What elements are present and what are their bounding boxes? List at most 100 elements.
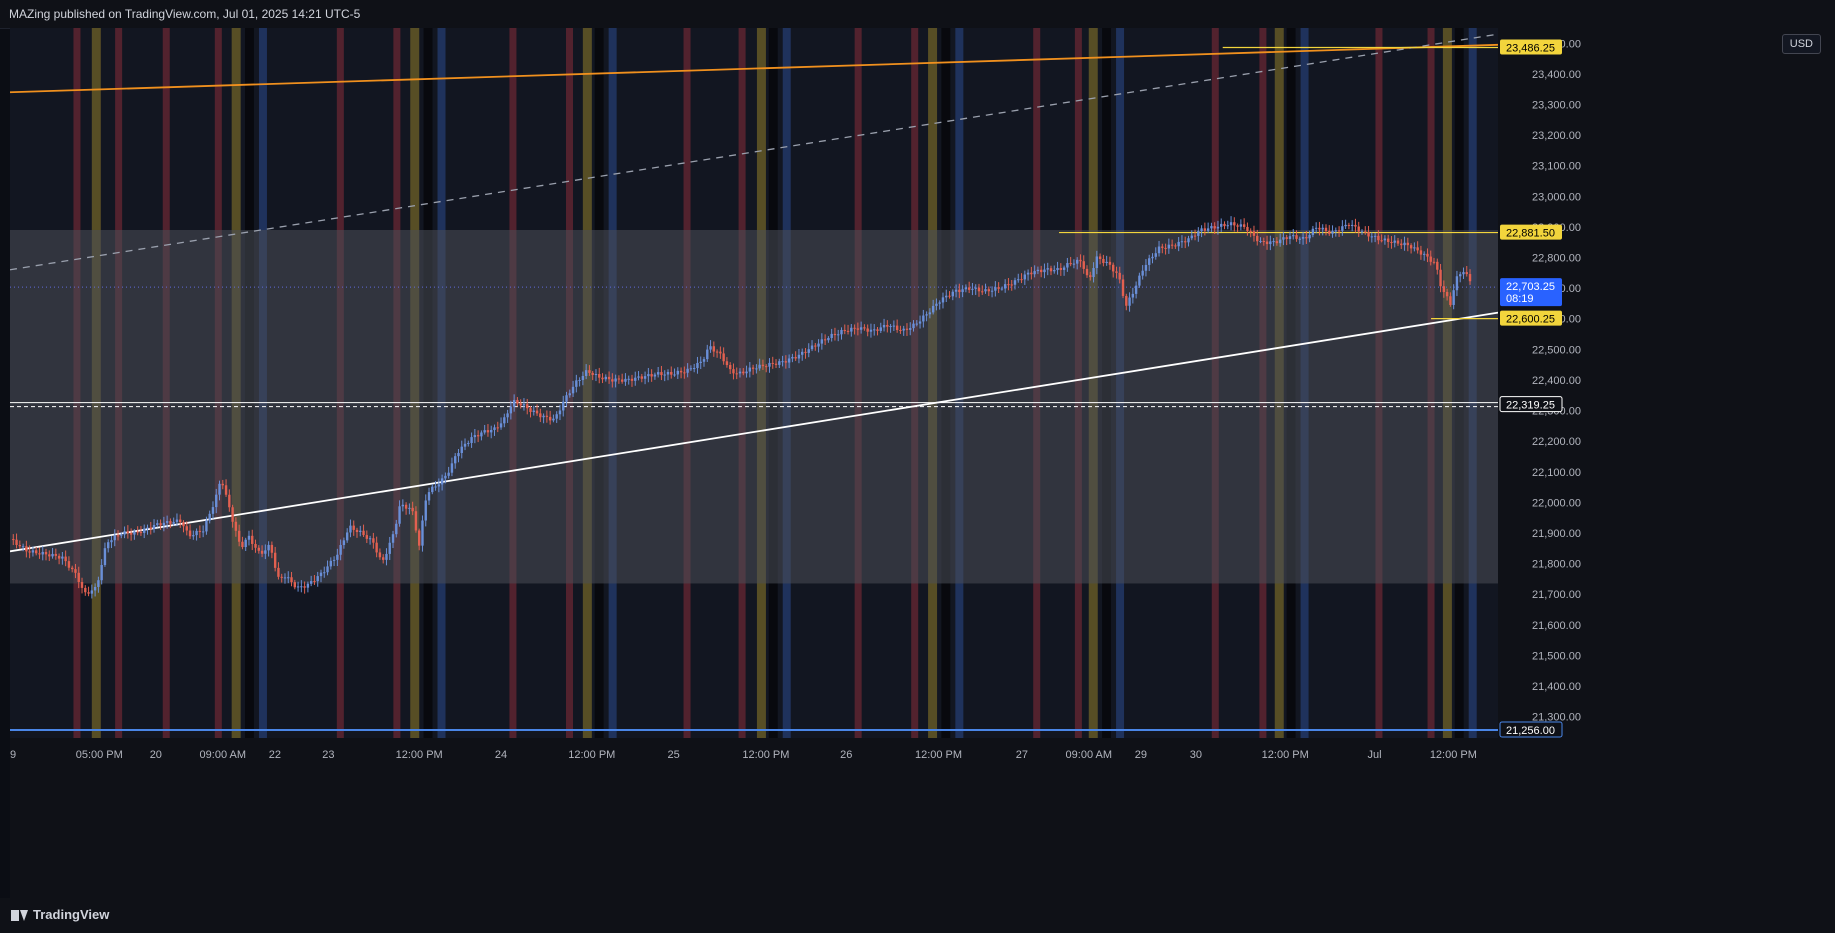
candle-body xyxy=(1432,261,1436,263)
candle-body xyxy=(958,289,961,293)
price-tick-label: 22,500.00 xyxy=(1532,344,1581,356)
candle-body xyxy=(653,374,657,377)
candle-body xyxy=(1285,237,1288,239)
candle-body xyxy=(133,531,136,535)
candle-body xyxy=(1157,246,1161,254)
candle-body xyxy=(558,410,562,415)
candle-body xyxy=(15,539,18,545)
candle-body xyxy=(833,333,837,336)
candle-body xyxy=(1426,253,1429,257)
candle-body xyxy=(61,556,64,559)
candle-body xyxy=(670,371,673,375)
candle-body xyxy=(215,494,218,508)
candle-body xyxy=(1468,274,1472,282)
candle-body xyxy=(162,522,166,526)
chart-footer: TradingView xyxy=(0,898,1835,933)
candle-body xyxy=(689,368,693,370)
candle-body xyxy=(820,339,824,344)
candle-body xyxy=(414,511,418,531)
candle-body xyxy=(1108,261,1112,265)
candle-body xyxy=(1197,231,1200,236)
candle-body xyxy=(1206,228,1210,231)
candle-body xyxy=(349,525,352,533)
price-tick-label: 23,300.00 xyxy=(1532,100,1581,112)
candle-body xyxy=(751,367,755,369)
candle-body xyxy=(529,408,532,412)
chart-area[interactable]: 21,300.00 21,400.00 21,500.00 21,600.00 21,7… xyxy=(9,28,1835,898)
candle-body xyxy=(319,572,323,577)
candle-body xyxy=(277,567,280,577)
candle-body xyxy=(457,453,460,457)
candle-body xyxy=(1082,261,1085,269)
candle-body xyxy=(152,524,156,529)
candle-body xyxy=(1436,261,1439,270)
candle-body xyxy=(971,288,974,290)
candle-body xyxy=(64,556,67,562)
candle-body xyxy=(709,346,712,350)
candle-body xyxy=(1102,258,1105,264)
price-tick-label: 21,300.00 xyxy=(1532,712,1581,724)
candle-body xyxy=(290,577,293,583)
candle-body xyxy=(1442,286,1446,292)
candle-body xyxy=(856,328,860,330)
candle-body xyxy=(1337,230,1341,232)
candle-body xyxy=(309,581,313,584)
candle-body xyxy=(1229,222,1233,226)
candle-body xyxy=(1344,224,1347,227)
candle-body xyxy=(909,328,912,330)
candle-body xyxy=(368,538,372,540)
candle-body xyxy=(1213,226,1216,229)
candle-body xyxy=(100,564,103,581)
price-chart[interactable]: 21,300.00 21,400.00 21,500.00 21,600.00 21,7… xyxy=(9,28,1835,898)
candle-body xyxy=(267,544,270,551)
chart-header: MAZing published on TradingView.com, Jul… xyxy=(0,0,1835,29)
candle-body xyxy=(1347,224,1351,226)
candle-body xyxy=(850,327,853,332)
candle-body xyxy=(329,560,333,567)
candle-body xyxy=(506,413,509,418)
price-tick-label: 21,500.00 xyxy=(1532,650,1581,662)
tradingview-logo[interactable]: TradingView xyxy=(11,907,109,922)
level-price-tag xyxy=(1500,39,1562,55)
candle-body xyxy=(1292,235,1295,237)
candle-body xyxy=(1295,235,1298,239)
candle-body xyxy=(1357,226,1360,232)
candle-body xyxy=(192,535,195,537)
candle-body xyxy=(375,542,378,553)
candle-body xyxy=(1053,270,1056,272)
candle-body xyxy=(103,548,107,565)
current-price-tag xyxy=(1500,278,1562,307)
candle-body xyxy=(990,290,994,292)
candle-body xyxy=(80,581,84,588)
candle-body xyxy=(1170,244,1174,246)
candle-body xyxy=(476,435,480,437)
currency-selector[interactable]: USD xyxy=(1781,34,1821,54)
candle-body xyxy=(156,523,159,525)
candle-body xyxy=(994,287,997,291)
candle-body xyxy=(1269,241,1272,245)
time-tick-label: 26 xyxy=(840,749,852,761)
candle-body xyxy=(198,530,202,532)
candle-body xyxy=(1075,259,1079,264)
candle-body xyxy=(1056,268,1059,271)
time-tick-label: 12:00 PM xyxy=(568,749,615,761)
price-tick-label: 21,800.00 xyxy=(1532,559,1581,571)
candle-body xyxy=(496,427,499,429)
candle-body xyxy=(817,343,820,347)
candle-body xyxy=(1000,288,1004,290)
candle-body xyxy=(342,540,346,546)
candle-body xyxy=(431,486,434,493)
candle-body xyxy=(1138,275,1141,286)
time-tick-label: 9 xyxy=(10,749,16,761)
candle-body xyxy=(656,372,660,375)
price-tick-label: 22,200.00 xyxy=(1532,436,1581,448)
candle-body xyxy=(1144,264,1148,271)
candle-body xyxy=(630,378,634,381)
candle-body xyxy=(1259,240,1262,242)
candle-body xyxy=(1439,269,1442,287)
candle-body xyxy=(863,327,866,329)
candle-body xyxy=(1013,280,1017,285)
candle-body xyxy=(503,417,506,424)
level-price-tag xyxy=(1500,310,1562,326)
candle-body xyxy=(1462,272,1465,275)
